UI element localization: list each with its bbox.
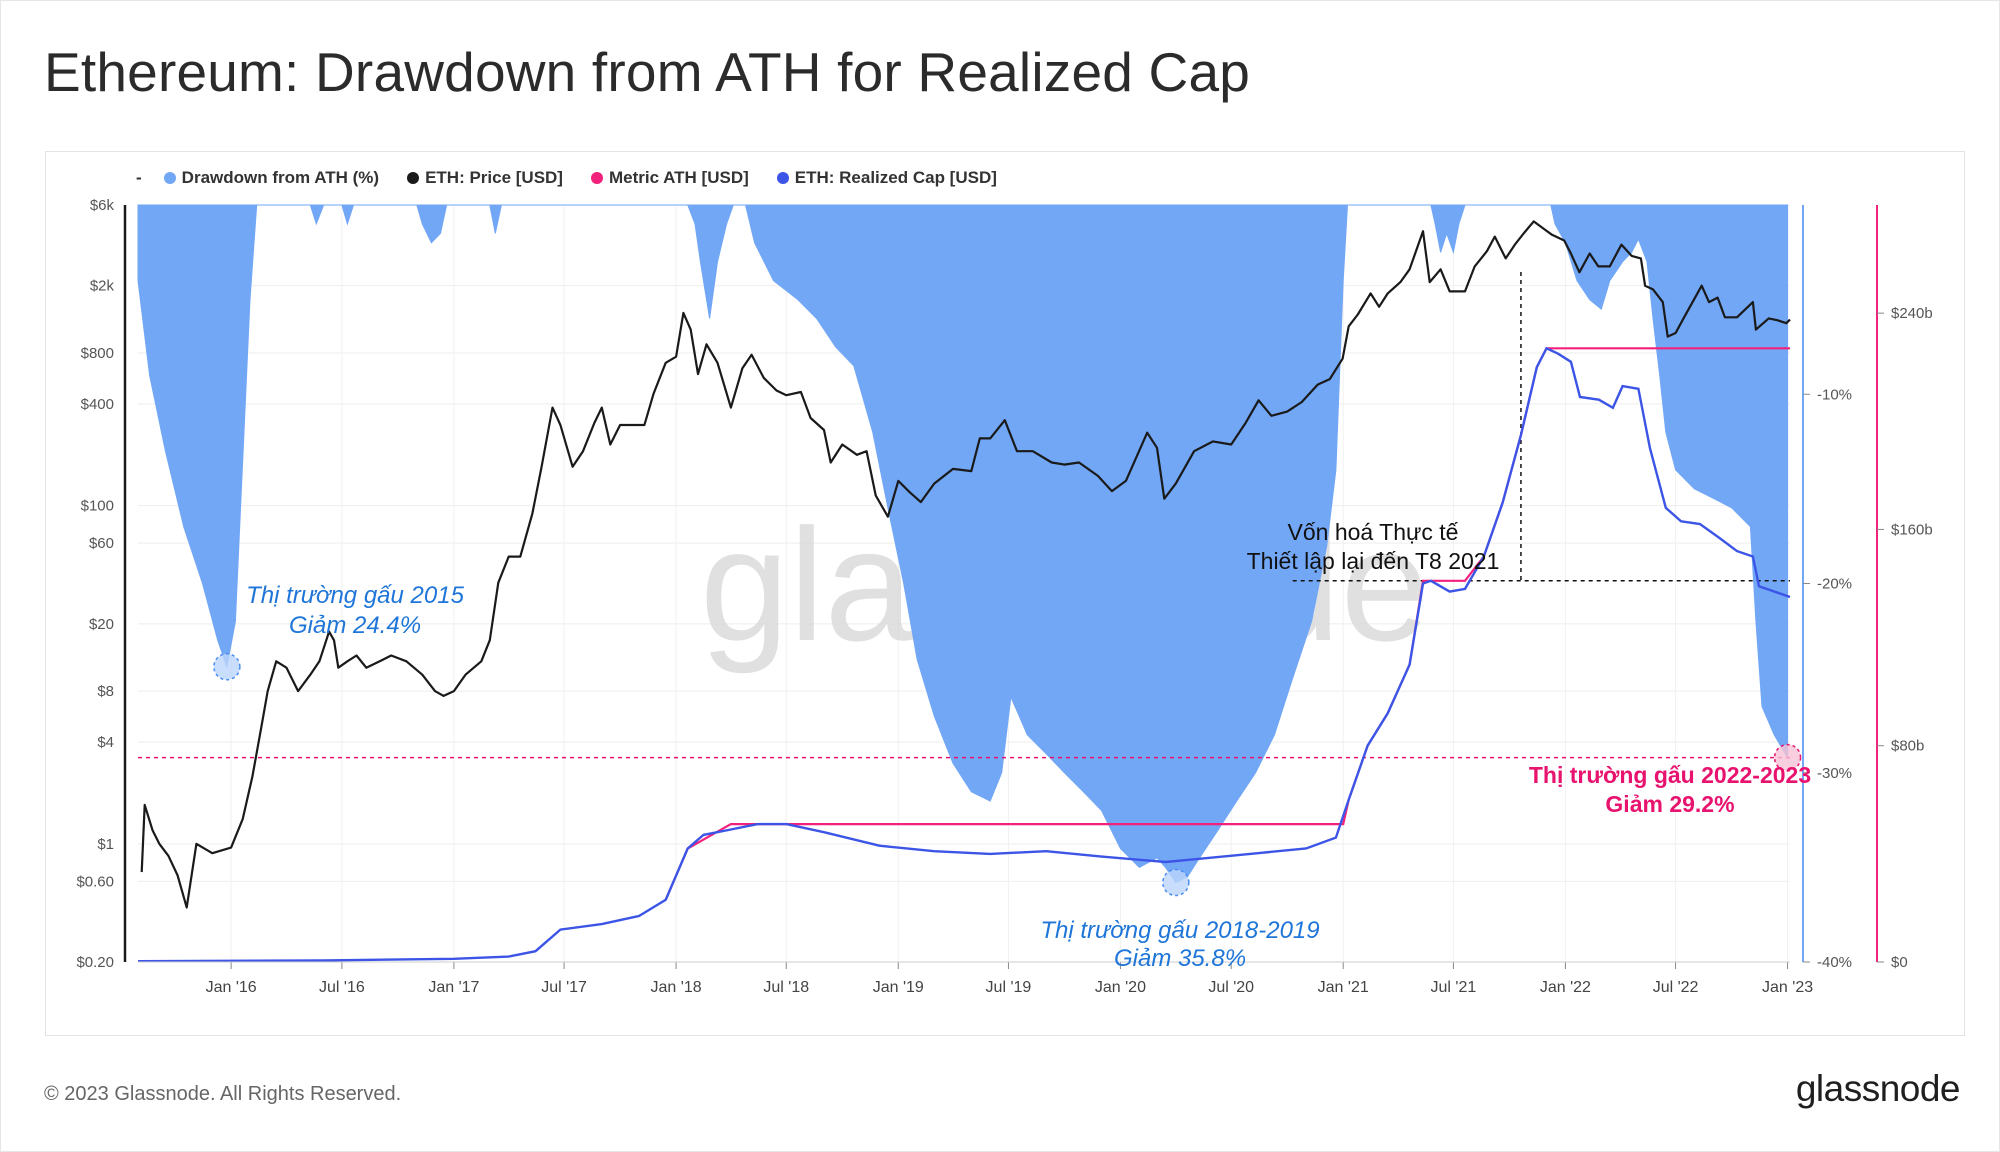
marker-bear-2018-2019 (1162, 868, 1190, 897)
y-tick-drawdown: -10% (1817, 386, 1852, 403)
y-tick-realized-cap: $240b (1891, 305, 1933, 322)
annotation-realized-cap-note: Thiết lập lại đến T8 2021 (1247, 548, 1500, 574)
x-tick-label: Jan '18 (651, 979, 702, 996)
x-tick-label: Jan '16 (206, 979, 257, 996)
y-tick-realized-cap: $160b (1891, 521, 1933, 538)
annotation-realized-cap-title: Vốn hoá Thực tế (1288, 519, 1459, 545)
x-tick-label: Jul '16 (319, 979, 365, 996)
legend-label-drawdown: Drawdown from ATH (%) (181, 168, 380, 187)
x-tick-label: Jul '17 (541, 979, 587, 996)
marker-bear-2015 (213, 653, 241, 681)
y-tick-drawdown: -20% (1817, 576, 1852, 593)
legend-item-price[interactable]: ETH: Price [USD] (407, 168, 563, 188)
x-tick-label: Jul '21 (1431, 979, 1477, 996)
annotation-bear-2018-value: Giảm 35.8% (1114, 945, 1246, 972)
y-tick-left: $100 (81, 498, 114, 515)
y-tick-left: $8 (97, 683, 114, 700)
annotation-bear-2022-value: Giảm 29.2% (1605, 791, 1734, 817)
x-tick-label: Jan '17 (428, 979, 479, 996)
annotation-bear-2015-value: Giảm 24.4% (289, 612, 421, 639)
footer-copyright: © 2023 Glassnode. All Rights Reserved. (44, 1083, 402, 1105)
x-tick-label: Jul '19 (986, 979, 1032, 996)
y-tick-left: $60 (89, 535, 114, 552)
y-tick-left: $1 (97, 836, 114, 853)
legend-toggle-icon[interactable]: - (136, 168, 142, 187)
annotation-bear-2015-title: Thị trường gấu 2015 (246, 582, 465, 609)
y-tick-left: $4 (97, 734, 114, 751)
marker-bear-2022-2023 (1773, 743, 1802, 772)
legend-dot-drawdown (163, 172, 176, 184)
x-tick-label: Jan '21 (1318, 979, 1369, 996)
glassnode-logo[interactable]: glassnode (1795, 1068, 1961, 1109)
series-drawdown-area (137, 204, 1789, 884)
legend-label-metric-ath: Metric ATH [USD] (608, 168, 749, 187)
y-tick-left: $6k (90, 197, 115, 214)
x-tick-label: Jul '20 (1208, 979, 1254, 996)
y-tick-drawdown: -40% (1817, 954, 1852, 971)
y-tick-left: $0.20 (76, 954, 114, 971)
series-price-line (140, 220, 1791, 909)
y-tick-realized-cap: $80b (1891, 738, 1924, 755)
legend-dot-metric-ath (590, 172, 603, 184)
page-title: Ethereum: Drawdown from ATH for Realized… (44, 41, 1251, 103)
legend-item-metric-ath[interactable]: Metric ATH [USD] (590, 168, 749, 188)
annotation-bear-2022-title: Thị trường gấu 2022-2023 (1529, 762, 1811, 788)
legend-dot-realized-cap (776, 172, 789, 184)
y-tick-left: $2k (90, 278, 115, 295)
y-tick-left: $800 (81, 345, 114, 362)
y-tick-left: $0.60 (76, 873, 114, 890)
x-tick-label: Jan '22 (1540, 979, 1591, 996)
legend-label-realized-cap: ETH: Realized Cap [USD] (794, 168, 997, 187)
x-tick-label: Jan '20 (1095, 979, 1146, 996)
legend-label-price: ETH: Price [USD] (425, 168, 563, 187)
y-tick-realized-cap: $0 (1891, 954, 1908, 971)
x-tick-label: Jul '18 (763, 979, 809, 996)
x-tick-label: Jan '19 (873, 979, 924, 996)
y-tick-left: $20 (89, 616, 114, 633)
y-tick-left: $400 (81, 396, 114, 413)
legend-item-drawdown[interactable]: Drawdown from ATH (%) (163, 168, 380, 188)
y-tick-drawdown: -30% (1817, 765, 1852, 782)
annotation-bear-2018-title: Thị trường gấu 2018-2019 (1040, 917, 1319, 944)
x-tick-label: Jul '22 (1653, 979, 1699, 996)
chart-legend: - Drawdown from ATH (%) ETH: Price [USD]… (136, 168, 997, 188)
x-tick-label: Jan '23 (1762, 979, 1813, 996)
series-realized-cap-line (137, 346, 1791, 963)
legend-item-realized-cap[interactable]: ETH: Realized Cap [USD] (776, 168, 997, 188)
legend-dot-price (407, 172, 420, 184)
